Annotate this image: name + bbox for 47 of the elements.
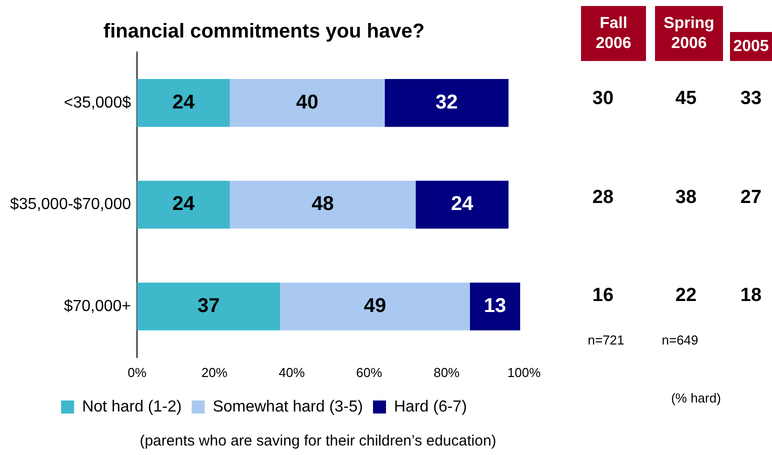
bar: [384, 78, 509, 127]
x-tick-label: 100%: [507, 364, 542, 380]
bar: [137, 282, 280, 330]
text: 28: [591, 187, 615, 209]
x-tick-label: 80%: [434, 364, 460, 380]
legend-label: Hard (6-7): [394, 398, 467, 416]
y-tick-label: <35,000$: [64, 94, 132, 112]
data-label: 24: [172, 91, 196, 114]
text: Fall 2006: [581, 6, 646, 61]
text: (% hard): [671, 390, 721, 406]
bar: [137, 78, 230, 127]
bar: [230, 78, 385, 127]
x-tick-label: 60%: [356, 364, 383, 380]
data-label: 49: [364, 295, 386, 318]
text: 27: [739, 187, 763, 209]
text: 16: [591, 285, 615, 307]
x-tick-label: 40%: [278, 364, 306, 380]
bar: [416, 180, 509, 229]
bar: [230, 180, 416, 229]
data-label: 48: [312, 193, 334, 216]
x-tick-label: 20%: [201, 364, 228, 380]
data-label: 37: [197, 295, 220, 318]
bar: [137, 180, 230, 229]
text: 2005: [730, 32, 772, 61]
legend-label: Not hard (1-2): [82, 398, 182, 416]
text: Spring 2006: [655, 6, 723, 61]
chart-title: financial commitments you have?: [103, 20, 425, 43]
text: 22: [674, 285, 698, 307]
bar: [280, 282, 470, 330]
bar: [470, 282, 520, 330]
text: 38: [674, 187, 698, 209]
data-label: 24: [450, 193, 474, 216]
data-label: 32: [435, 91, 458, 114]
data-label: 40: [296, 91, 318, 114]
data-label: 24: [172, 193, 196, 216]
text: (parents who are saving for their children’s education): [140, 432, 496, 450]
text: 30: [591, 88, 615, 110]
data-label: 13: [484, 295, 506, 318]
text: n=649: [662, 332, 698, 348]
text: 33: [739, 88, 763, 110]
y-tick-label: $70,000+: [64, 298, 131, 315]
y-tick-label: $35,000-$70,000: [10, 196, 132, 214]
x-tick-label: 0%: [128, 364, 147, 380]
text: 45: [674, 88, 698, 110]
text: n=721: [588, 332, 624, 348]
text: 18: [739, 285, 763, 307]
legend-label: Somewhat hard (3-5): [212, 398, 363, 416]
